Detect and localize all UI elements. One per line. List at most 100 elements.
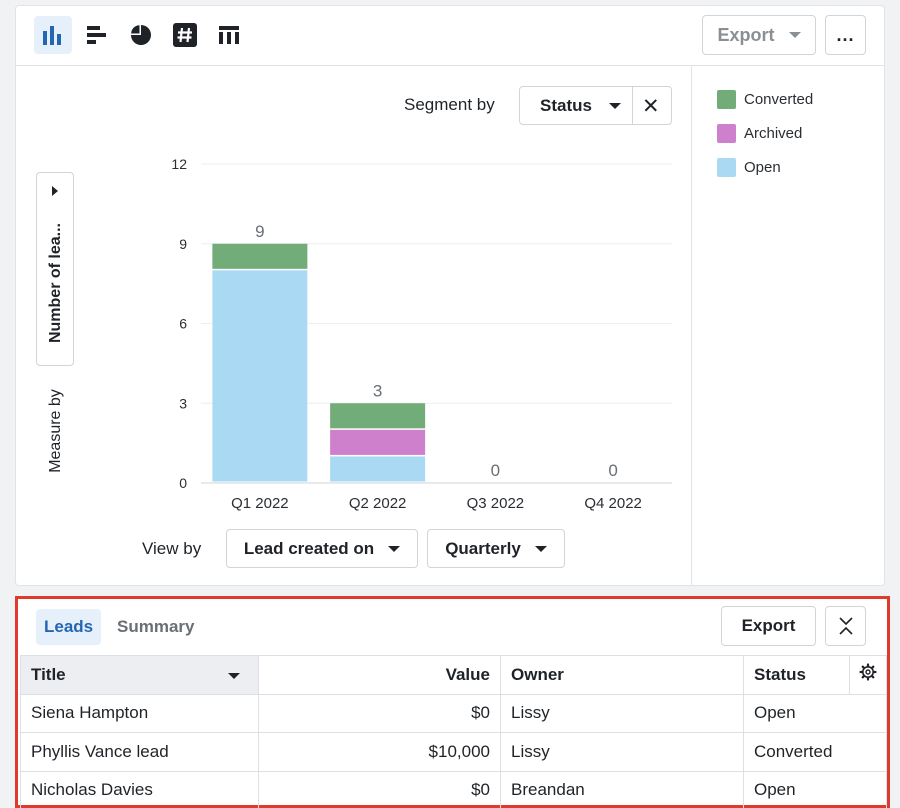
column-header-status[interactable]: Status xyxy=(743,655,850,695)
cell-owner: Lissy xyxy=(500,732,744,772)
measure-value: Number of lea... xyxy=(47,222,64,344)
cell-title[interactable]: Phyllis Vance lead xyxy=(20,732,259,772)
table-row[interactable]: Nicholas Davies $0 Breandan Open xyxy=(20,770,887,808)
chart-legend: Converted Archived Open xyxy=(691,66,885,586)
x-tick-label: Q1 2022 xyxy=(231,495,289,512)
horizontal-bar-icon xyxy=(87,26,106,44)
chevron-down-icon xyxy=(534,545,547,552)
view-by-field-select[interactable]: Lead created on xyxy=(226,529,418,568)
pie-chart-icon xyxy=(131,25,151,45)
divider xyxy=(632,87,633,124)
table-view-button[interactable] xyxy=(210,16,248,54)
leads-table: Title Value Owner Status xyxy=(20,655,887,808)
bar-total-label: 9 xyxy=(255,222,264,241)
column-header-title[interactable]: Title xyxy=(20,655,259,695)
cell-title[interactable]: Nicholas Davies xyxy=(20,770,259,808)
export-label: Export xyxy=(741,616,796,635)
bar-chart: 0 3 6 9 12 9 Q1 2022 3 Q2 2022 0 Q3 2022 0 Q4 2022 xyxy=(171,156,672,512)
cell-owner: Breandan xyxy=(500,770,744,808)
y-tick-label: 3 xyxy=(179,395,187,411)
legend-swatch xyxy=(717,90,736,109)
bar-total-label: 0 xyxy=(491,461,500,480)
segment-by-label: Segment by xyxy=(404,95,495,114)
horizontal-bar-view-button[interactable] xyxy=(78,16,116,54)
column-label: Value xyxy=(445,664,490,684)
more-icon: ... xyxy=(836,24,855,45)
y-tick-label: 6 xyxy=(179,316,187,332)
report-card: Export ... 0 3 6 9 12 9 Q1 2022 3 Q2 2022 0 Q3 202… xyxy=(15,5,885,586)
legend-label: Archived xyxy=(744,125,803,142)
bar-segment-archived xyxy=(330,429,426,455)
export-label: Export xyxy=(717,24,775,45)
table-header-row: Title Value Owner Status xyxy=(20,655,887,695)
column-header-owner[interactable]: Owner xyxy=(500,655,744,695)
segment-by-select[interactable]: Status ✕ xyxy=(519,86,672,125)
view-by-field-value: Lead created on xyxy=(243,538,375,558)
table-row[interactable]: Phyllis Vance lead $10,000 Lissy Convert… xyxy=(20,732,887,772)
export-dropdown[interactable]: Export xyxy=(702,15,816,55)
chevron-down-icon[interactable] xyxy=(228,673,240,679)
table-icon xyxy=(219,26,239,44)
bar-chart-icon xyxy=(43,26,61,45)
clear-segment-icon[interactable]: ✕ xyxy=(642,95,660,118)
cell-value: $0 xyxy=(258,770,501,808)
chevron-down-icon xyxy=(388,545,401,552)
x-tick-label: Q4 2022 xyxy=(584,495,642,512)
legend-swatch xyxy=(717,158,736,177)
tab-label: Summary xyxy=(117,617,195,636)
pie-chart-view-button[interactable] xyxy=(122,16,160,54)
bar-total-label: 3 xyxy=(373,381,382,400)
segment-value: Status xyxy=(540,96,592,115)
cell-title[interactable]: Siena Hampton xyxy=(20,693,259,733)
y-tick-label: 9 xyxy=(179,236,187,252)
bar-segment-open xyxy=(212,270,308,482)
legend-item-open[interactable]: Open xyxy=(717,158,781,177)
y-tick-label: 0 xyxy=(179,475,187,491)
tab-label: Leads xyxy=(44,617,94,636)
measure-by-select[interactable]: Number of lea... xyxy=(36,172,74,366)
bar-segment-converted xyxy=(212,243,308,269)
bar-segment-open xyxy=(330,456,426,482)
view-by-period-value: Quarterly xyxy=(445,538,521,558)
chevron-down-icon xyxy=(609,103,621,109)
cell-status: Open xyxy=(743,693,887,733)
measure-by-label: Measure by xyxy=(47,389,64,473)
bar-total-label: 0 xyxy=(608,461,617,480)
view-by-period-select[interactable]: Quarterly xyxy=(427,529,565,568)
more-options-button[interactable]: ... xyxy=(825,15,866,55)
cell-status: Open xyxy=(743,770,887,808)
column-label: Title xyxy=(31,664,66,684)
x-tick-label: Q3 2022 xyxy=(467,495,525,512)
legend-label: Converted xyxy=(744,91,814,108)
records-panel: Leads Summary Export Title Value Owner S… xyxy=(15,596,890,808)
table-row[interactable]: Siena Hampton $0 Lissy Open xyxy=(20,693,887,733)
x-tick-label: Q2 2022 xyxy=(349,495,407,512)
bar-segment-converted xyxy=(330,403,426,429)
column-label: Owner xyxy=(511,664,564,684)
chevron-down-icon xyxy=(788,32,801,38)
number-view-button[interactable] xyxy=(166,16,204,54)
column-settings-button[interactable] xyxy=(849,655,887,695)
legend-item-archived[interactable]: Archived xyxy=(717,124,802,143)
tab-summary[interactable]: Summary xyxy=(109,609,202,645)
tab-leads[interactable]: Leads xyxy=(36,609,102,645)
view-by-label: View by xyxy=(142,539,202,558)
cell-value: $0 xyxy=(258,693,501,733)
panel-export-button[interactable]: Export xyxy=(721,606,816,646)
cell-value: $10,000 xyxy=(258,732,501,772)
chart-toolbar: Export ... xyxy=(16,6,884,66)
collapse-icon xyxy=(838,617,853,635)
legend-label: Open xyxy=(744,159,781,176)
legend-swatch xyxy=(717,124,736,143)
legend-item-converted[interactable]: Converted xyxy=(717,90,813,109)
gear-icon xyxy=(859,663,877,681)
column-label: Status xyxy=(754,664,806,684)
number-icon xyxy=(173,23,197,47)
expand-arrow-icon xyxy=(52,186,58,196)
column-header-value[interactable]: Value xyxy=(258,655,501,695)
bar-chart-view-button[interactable] xyxy=(34,16,72,54)
collapse-panel-button[interactable] xyxy=(825,606,866,646)
y-tick-label: 12 xyxy=(171,156,187,172)
cell-owner: Lissy xyxy=(500,693,744,733)
cell-status: Converted xyxy=(743,732,887,772)
